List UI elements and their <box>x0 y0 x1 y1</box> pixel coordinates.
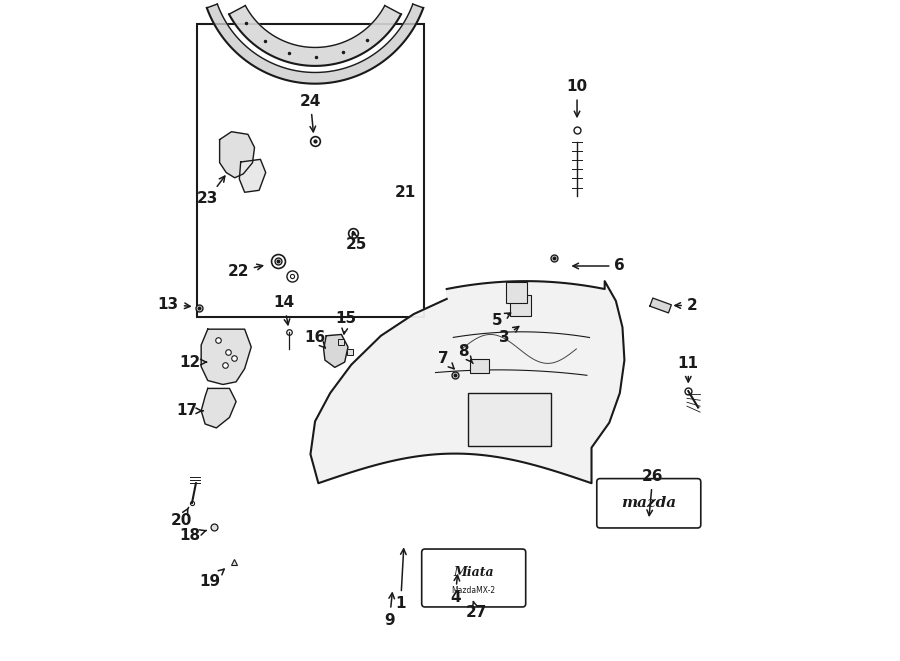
Polygon shape <box>202 389 236 428</box>
Text: 7: 7 <box>438 350 454 369</box>
Polygon shape <box>207 4 423 84</box>
Polygon shape <box>650 298 671 313</box>
Text: 23: 23 <box>197 176 225 206</box>
Polygon shape <box>220 132 255 178</box>
Bar <box>468 393 551 446</box>
Text: 9: 9 <box>384 593 395 627</box>
Text: 15: 15 <box>336 311 356 334</box>
Text: MazdaMX-2: MazdaMX-2 <box>452 586 496 595</box>
Text: 12: 12 <box>179 354 207 369</box>
Text: 1: 1 <box>395 549 406 611</box>
Text: 17: 17 <box>176 403 202 418</box>
Text: Miata: Miata <box>454 566 494 579</box>
Text: 8: 8 <box>458 344 473 364</box>
Polygon shape <box>239 159 266 192</box>
Text: 11: 11 <box>678 356 698 382</box>
Text: 21: 21 <box>394 185 416 200</box>
Bar <box>470 359 490 373</box>
Text: 16: 16 <box>304 330 326 348</box>
Text: 3: 3 <box>499 327 518 344</box>
Text: 14: 14 <box>274 295 294 325</box>
Text: 27: 27 <box>465 602 487 620</box>
Text: 18: 18 <box>179 528 206 543</box>
FancyBboxPatch shape <box>597 479 701 528</box>
Bar <box>510 295 531 316</box>
Polygon shape <box>230 5 401 66</box>
Text: 26: 26 <box>642 469 663 516</box>
Text: 4: 4 <box>450 575 461 605</box>
Text: 22: 22 <box>228 264 263 279</box>
Polygon shape <box>202 329 251 385</box>
Bar <box>506 282 527 303</box>
Text: 2: 2 <box>675 298 698 313</box>
Text: 13: 13 <box>158 297 190 312</box>
Polygon shape <box>310 281 625 483</box>
Text: 10: 10 <box>566 79 588 117</box>
Text: 19: 19 <box>199 569 224 590</box>
FancyBboxPatch shape <box>422 549 526 607</box>
Bar <box>196 24 424 317</box>
Text: 24: 24 <box>300 94 321 132</box>
Text: 5: 5 <box>492 313 510 328</box>
Polygon shape <box>324 334 348 368</box>
Text: 6: 6 <box>573 258 625 274</box>
Text: 25: 25 <box>346 231 367 253</box>
Text: 20: 20 <box>171 508 192 527</box>
Text: mazda: mazda <box>621 496 676 510</box>
